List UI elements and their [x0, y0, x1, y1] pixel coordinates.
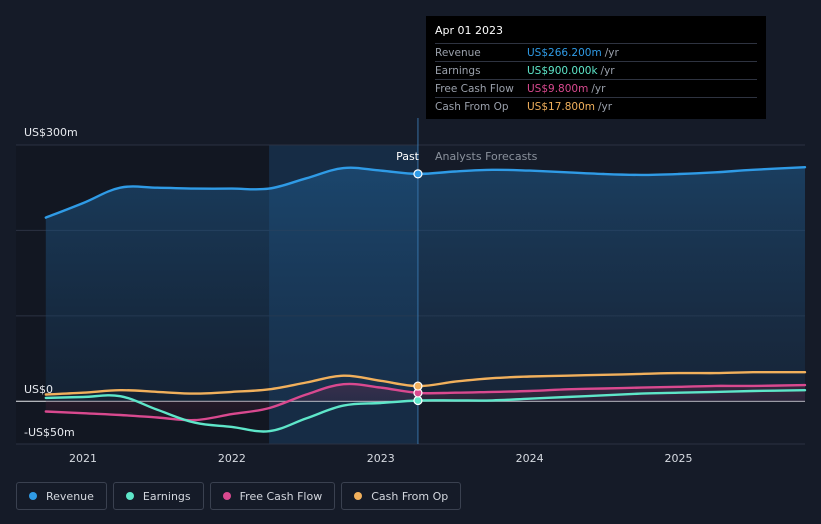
tooltip-unit: /yr — [604, 46, 619, 59]
y-top-label: US$300m — [24, 126, 78, 139]
tooltip-value: US$9.800m — [527, 82, 589, 95]
free-cash-flow-area — [45, 383, 806, 421]
revenue-marker — [413, 169, 423, 179]
tooltip-row-cash-from-op: Cash From Op US$17.800m /yr — [435, 97, 757, 115]
x-tick-label: 2025 — [664, 452, 692, 465]
tooltip-row-earnings: Earnings US$900.000k /yr — [435, 61, 757, 79]
revenue-area — [45, 167, 806, 402]
tooltip-value: US$900.000k — [527, 64, 598, 77]
y-zero-label: US$0 — [24, 383, 53, 396]
legend-label: Free Cash Flow — [239, 489, 323, 503]
tooltip-name: Cash From Op — [435, 100, 509, 113]
forecast-label: Analysts Forecasts — [435, 150, 538, 163]
tooltip-value: US$17.800m — [527, 100, 595, 113]
free-cash-flow-dot-icon — [222, 492, 231, 500]
x-tick-label: 2024 — [516, 452, 544, 465]
chart-legend: Revenue Earnings Free Cash Flow Cash Fro… — [16, 482, 462, 510]
legend-item-revenue[interactable]: Revenue — [16, 482, 107, 510]
tooltip-name: Earnings — [435, 64, 481, 77]
tooltip-name: Free Cash Flow — [435, 82, 514, 95]
tooltip-unit: /yr — [591, 82, 606, 95]
cash-from-op-marker — [413, 381, 423, 391]
legend-label: Cash From Op — [371, 489, 449, 503]
earnings-dot-icon — [125, 492, 134, 500]
tooltip-value: US$266.200m — [527, 46, 602, 59]
legend-label: Revenue — [46, 489, 94, 503]
data-tooltip: Apr 01 2023 Revenue US$266.200m /yr Earn… — [426, 16, 766, 119]
tooltip-unit: /yr — [598, 100, 613, 113]
y-bottom-label: -US$50m — [24, 426, 75, 439]
tooltip-row-free-cash-flow: Free Cash Flow US$9.800m /yr — [435, 79, 757, 97]
legend-label: Earnings — [142, 489, 191, 503]
legend-item-free-cash-flow[interactable]: Free Cash Flow — [209, 482, 336, 510]
tooltip-name: Revenue — [435, 46, 481, 59]
past-label: Past — [396, 150, 420, 163]
revenue-dot-icon — [29, 492, 37, 500]
x-tick-label: 2023 — [367, 452, 395, 465]
legend-item-cash-from-op[interactable]: Cash From Op — [341, 482, 462, 510]
x-tick-label: 2022 — [218, 452, 246, 465]
x-tick-label: 2021 — [69, 452, 97, 465]
tooltip-date: Apr 01 2023 — [435, 24, 504, 37]
tooltip-row-revenue: Revenue US$266.200m /yr — [435, 43, 757, 61]
tooltip-unit: /yr — [600, 64, 615, 77]
legend-item-earnings[interactable]: Earnings — [112, 482, 204, 510]
earnings-marker — [413, 395, 423, 406]
cash-from-op-dot-icon — [354, 492, 363, 500]
